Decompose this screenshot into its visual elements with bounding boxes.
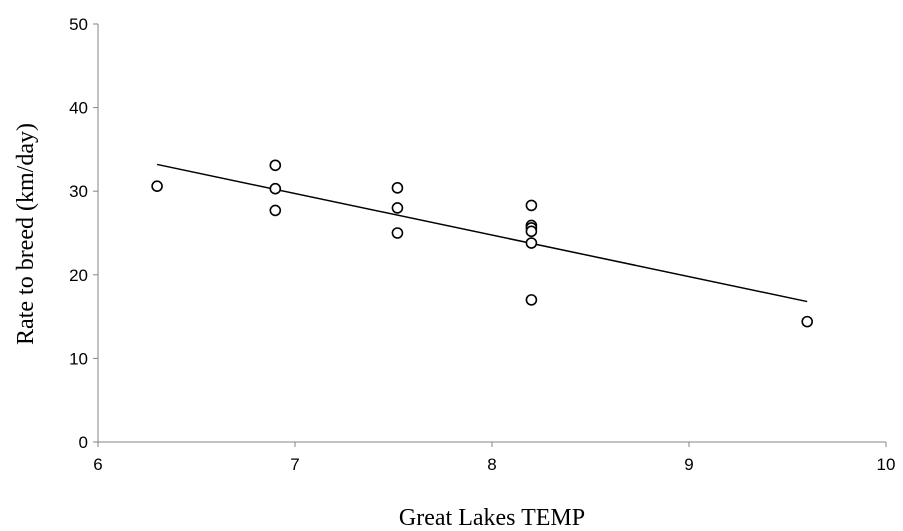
data-point: [269, 182, 282, 195]
x-tick-label: 7: [290, 455, 299, 474]
y-tick-label: 30: [69, 182, 88, 201]
data-points: [151, 159, 814, 328]
y-tick-label: 10: [69, 349, 88, 368]
data-point: [525, 294, 538, 306]
data-point: [269, 159, 282, 172]
data-point: [151, 180, 163, 192]
x-tick-label: 6: [93, 455, 102, 474]
x-tick-label: 9: [684, 455, 693, 474]
x-tick-label: 8: [487, 455, 496, 474]
y-tick-label: 0: [79, 433, 88, 452]
y-tick-label: 20: [69, 266, 88, 285]
data-point: [269, 204, 282, 217]
axes: [93, 23, 887, 447]
trendline: [156, 163, 808, 303]
data-point: [525, 199, 538, 212]
data-point: [391, 202, 404, 214]
tick-labels: 0 10 20 30 40 50 6 7 8 9 10: [69, 15, 895, 474]
data-point: [525, 225, 538, 238]
y-tick-label: 40: [69, 99, 88, 118]
data-point: [391, 227, 404, 239]
data-point: [391, 182, 404, 194]
data-point: [525, 237, 538, 249]
y-tick-label: 50: [69, 15, 88, 34]
x-tick-label: 10: [877, 455, 896, 474]
x-axis-title: Great Lakes TEMP: [399, 505, 585, 531]
y-axis-title: Rate to breed (km/day): [13, 123, 39, 345]
data-point: [801, 315, 814, 328]
trendline-group: [156, 163, 808, 303]
